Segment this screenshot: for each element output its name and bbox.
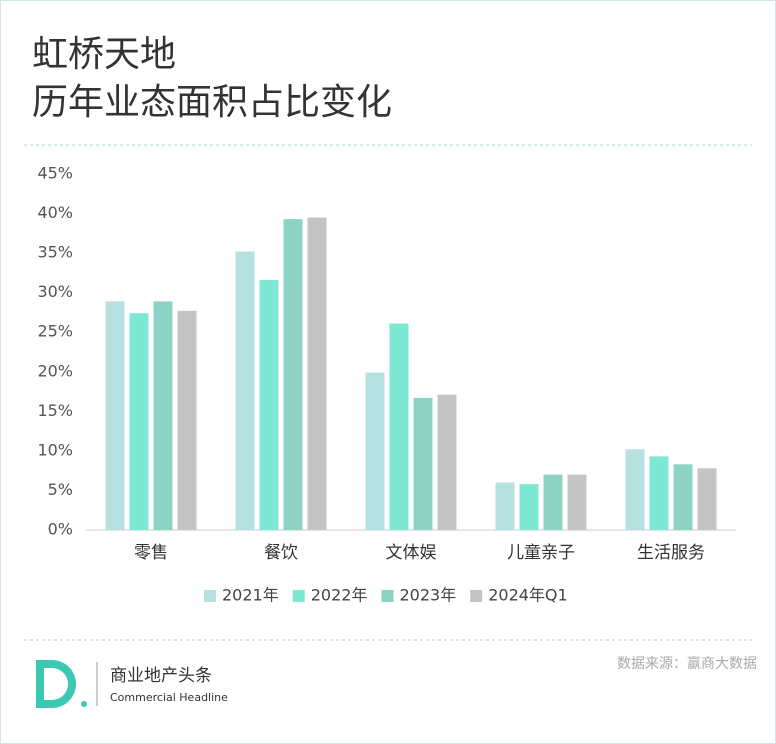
logo-mark: [36, 660, 76, 708]
bar: [413, 397, 433, 530]
source: 数据来源：赢商大数据: [617, 655, 757, 672]
legend-label: 2023年: [399, 586, 456, 605]
legend-swatch: [292, 590, 305, 602]
bar: [697, 468, 717, 530]
x-tick-label: 餐饮: [264, 543, 298, 563]
bar: [625, 449, 645, 530]
bar: [543, 474, 563, 530]
bar: [519, 484, 539, 530]
y-tick-label: 20%: [37, 361, 73, 380]
brand-name: 商业地产头条: [110, 666, 212, 686]
logo-dot: [81, 701, 87, 707]
y-tick-label: 5%: [48, 480, 73, 499]
bar: [389, 323, 409, 530]
legend-label: 2024年Q1: [488, 586, 568, 605]
brand-name-en: Commercial Headline: [110, 691, 228, 704]
bar: [129, 313, 149, 530]
bar: [259, 280, 279, 530]
bar: [365, 372, 385, 530]
y-tick-label: 40%: [37, 203, 73, 222]
x-tick-label: 文体娱: [386, 543, 437, 563]
y-tick-label: 25%: [37, 322, 73, 341]
bar: [673, 464, 693, 530]
chart-title: 虹桥天地: [32, 34, 176, 75]
y-tick-label: 35%: [37, 243, 73, 262]
bar: [105, 301, 125, 530]
bar: [283, 219, 303, 531]
bar: [437, 394, 457, 530]
y-tick-label: 15%: [37, 401, 73, 420]
legend-swatch: [470, 590, 483, 602]
bar: [495, 482, 515, 530]
bar: [177, 310, 197, 530]
legend-label: 2021年: [222, 586, 279, 605]
bar: [649, 456, 669, 530]
bar: [307, 217, 327, 530]
legend-swatch: [204, 590, 216, 602]
x-tick-label: 生活服务: [637, 543, 705, 563]
logo: [36, 660, 98, 708]
x-tick-label: 儿童亲子: [507, 543, 575, 563]
y-tick-label: 45%: [37, 164, 73, 183]
legend-label: 2022年: [311, 586, 368, 605]
y-tick-label: 10%: [37, 440, 73, 459]
bar: [153, 301, 173, 530]
y-tick-label: 0%: [48, 520, 73, 539]
chart-subtitle: 历年业态面积占比变化: [32, 82, 392, 123]
x-tick-label: 零售: [134, 543, 168, 563]
bar: [235, 251, 255, 531]
legend-swatch: [381, 590, 394, 602]
bar: [567, 474, 587, 530]
y-tick-label: 30%: [37, 282, 73, 301]
